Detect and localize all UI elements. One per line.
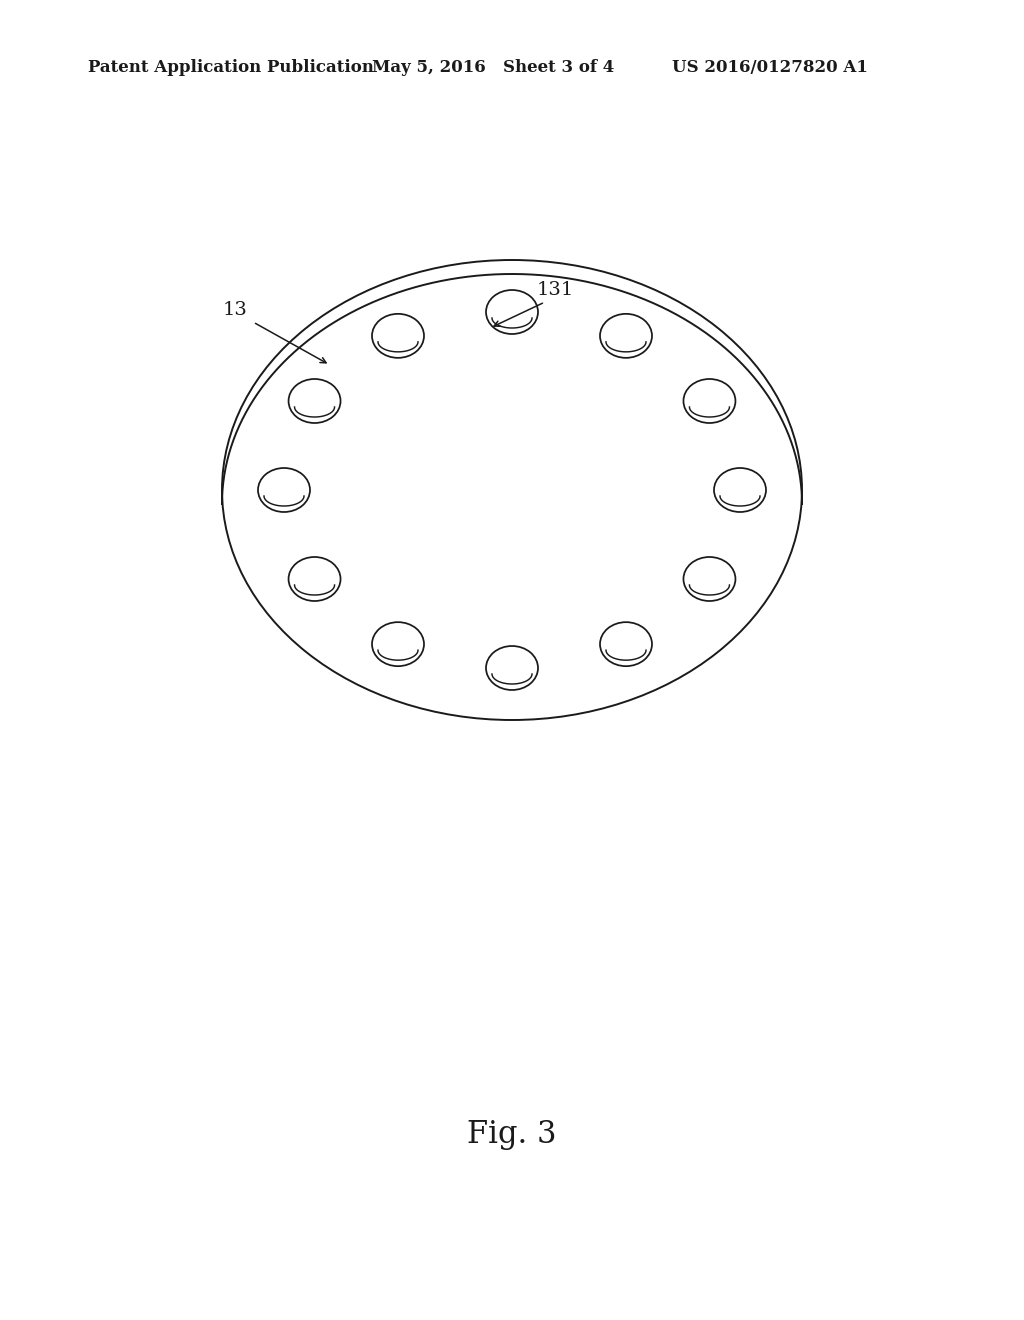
Text: US 2016/0127820 A1: US 2016/0127820 A1	[672, 59, 868, 77]
Text: May 5, 2016   Sheet 3 of 4: May 5, 2016 Sheet 3 of 4	[372, 59, 614, 77]
Text: 13: 13	[222, 301, 248, 319]
Text: 131: 131	[537, 281, 573, 300]
Text: Fig. 3: Fig. 3	[467, 1119, 557, 1151]
Text: Patent Application Publication: Patent Application Publication	[88, 59, 374, 77]
